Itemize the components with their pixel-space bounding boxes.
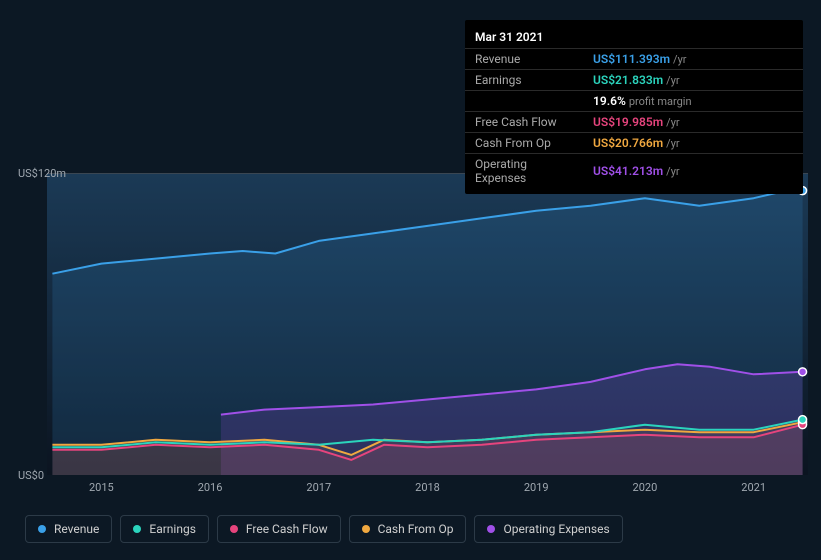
tooltip-row-label: Operating Expenses [465, 154, 583, 189]
legend-label: Free Cash Flow [246, 522, 328, 536]
legend-item-fcf[interactable]: Free Cash Flow [217, 515, 341, 543]
x-axis-label: 2020 [633, 481, 658, 494]
legend-swatch [38, 525, 46, 533]
legend-item-op_exp[interactable]: Operating Expenses [474, 515, 622, 543]
tooltip-table: RevenueUS$111.393m/yrEarningsUS$21.833m/… [465, 48, 803, 188]
legend-swatch [133, 525, 141, 533]
tooltip-row-value: US$111.393m/yr [583, 49, 803, 70]
legend: Revenue Earnings Free Cash Flow Cash From O… [25, 515, 623, 543]
x-axis-label: 2021 [741, 481, 766, 494]
legend-label: Operating Expenses [503, 522, 609, 536]
tooltip-row-value: US$41.213m/yr [583, 154, 803, 189]
tooltip-row-label: Revenue [465, 49, 583, 70]
chart-container: US$120m US$0 2015 2016 2017 2018 2019 2020 2021 [18, 150, 808, 510]
legend-item-cash_from_op[interactable]: Cash From Op [349, 515, 467, 543]
tooltip-row-value: US$21.833m/yr [583, 70, 803, 91]
tooltip-row-label: Earnings [465, 70, 583, 91]
y-axis-label: US$0 [18, 469, 44, 482]
tooltip-row-value: US$20.766m/yr [583, 133, 803, 154]
tooltip-row-label [465, 91, 583, 112]
x-axis-label: 2017 [306, 481, 331, 494]
legend-label: Earnings [149, 522, 196, 536]
chart-plot[interactable] [47, 173, 808, 475]
tooltip-row-value: US$19.985m/yr [583, 112, 803, 133]
x-axis-label: 2015 [89, 481, 114, 494]
x-axis-label: 2018 [415, 481, 440, 494]
legend-swatch [487, 525, 495, 533]
legend-item-revenue[interactable]: Revenue [25, 515, 112, 543]
legend-swatch [362, 525, 370, 533]
x-axis-label: 2016 [198, 481, 223, 494]
legend-item-earnings[interactable]: Earnings [120, 515, 209, 543]
legend-label: Cash From Op [378, 522, 454, 536]
legend-label: Revenue [54, 522, 99, 536]
y-axis-label: US$120m [18, 167, 66, 180]
tooltip-row-value: 19.6%profit margin [583, 91, 803, 112]
tooltip-date: Mar 31 2021 [465, 26, 803, 48]
legend-swatch [230, 525, 238, 533]
chart-tooltip: Mar 31 2021 RevenueUS$111.393m/yrEarning… [465, 20, 803, 194]
tooltip-row-label: Cash From Op [465, 133, 583, 154]
tooltip-row-label: Free Cash Flow [465, 112, 583, 133]
x-axis-label: 2019 [524, 481, 549, 494]
